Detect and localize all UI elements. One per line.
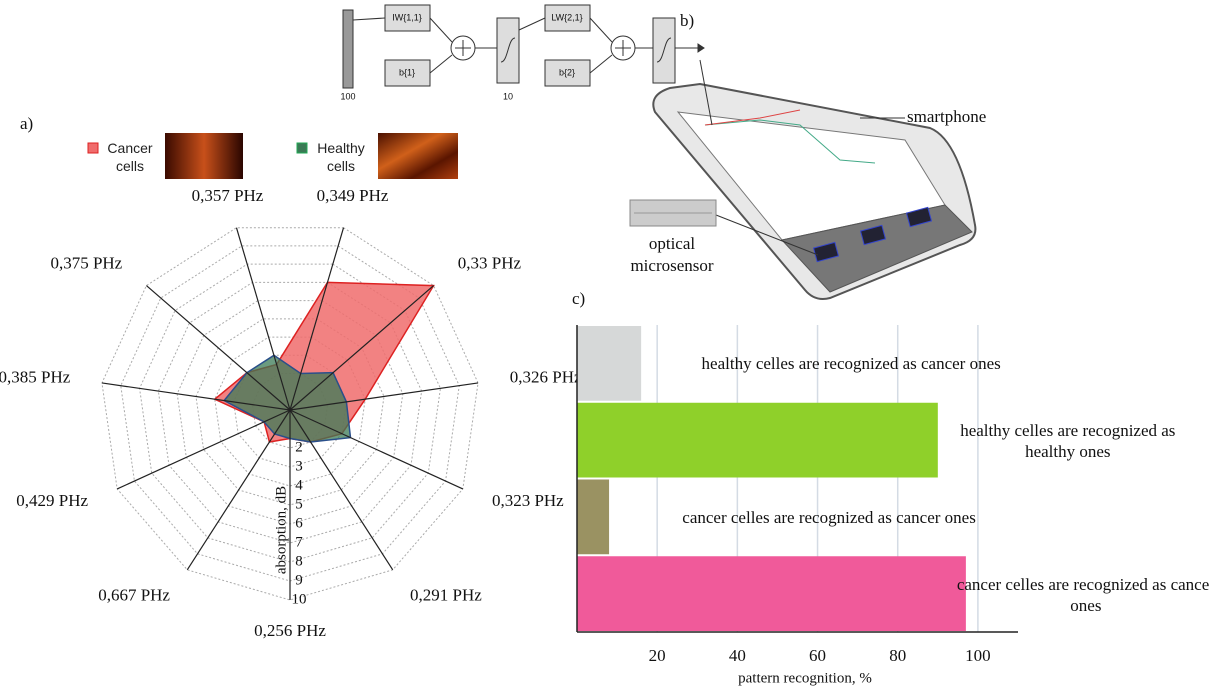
bar-label: cancer celles are recognized as cancer o… xyxy=(956,574,1209,615)
spoke xyxy=(289,409,394,571)
r-tick-label: 5 xyxy=(295,496,303,512)
panel-label: c) xyxy=(572,289,585,308)
axis-label: 0,291 PHz xyxy=(410,586,482,605)
connector xyxy=(429,17,453,43)
legend-label: Healthy cells xyxy=(317,140,365,174)
connector xyxy=(429,54,453,74)
bar-label: healthy celles are recognized as healthy… xyxy=(960,421,1176,462)
r-tick-label: 8 xyxy=(295,553,303,569)
r-tick-label: 4 xyxy=(295,477,303,493)
bar-label: cancer celles are recognized as cancer o… xyxy=(682,507,976,527)
axis-label: 0,375 PHz xyxy=(50,254,122,273)
sensor-label: optical microsensor xyxy=(630,234,714,275)
bar xyxy=(577,556,966,631)
axis-label: 0,385 PHz xyxy=(0,367,71,386)
axis-label: 0,357 PHz xyxy=(192,186,264,205)
axis-label: 0,256 PHz xyxy=(254,621,326,640)
smartphone-label: smartphone xyxy=(907,107,986,126)
bar-label: healthy celles are recognized as cancer … xyxy=(701,354,1001,374)
spoke xyxy=(235,227,291,411)
panel-label: b) xyxy=(680,11,694,30)
smartphone-drawing xyxy=(629,59,977,300)
bar xyxy=(577,479,610,555)
cancer-image xyxy=(165,133,243,179)
x-tick-label: 20 xyxy=(649,646,666,665)
spoke xyxy=(289,409,464,490)
axis-label: 0,33 PHz xyxy=(458,254,522,273)
connector xyxy=(589,54,613,74)
connector xyxy=(518,17,546,31)
connector xyxy=(352,17,386,21)
spoke xyxy=(186,409,291,571)
grid-ring xyxy=(176,300,404,525)
radar-area xyxy=(223,354,352,443)
x-axis-label: pattern recognition, % xyxy=(738,670,872,686)
axis-label: 0,429 PHz xyxy=(16,491,88,510)
input-block xyxy=(342,9,354,89)
grid-ring xyxy=(101,227,479,601)
grid-ring xyxy=(120,245,460,582)
arrow-head xyxy=(697,43,705,53)
bar xyxy=(577,326,642,401)
grid-ring xyxy=(233,354,347,468)
spoke xyxy=(116,409,291,490)
bias-label: b{2} xyxy=(559,67,575,77)
axis-label: 0,323 PHz xyxy=(492,491,564,510)
grid-ring xyxy=(139,263,441,563)
spoke xyxy=(146,285,291,411)
plus xyxy=(455,40,471,56)
connector xyxy=(589,17,613,43)
spoke xyxy=(289,227,345,411)
r-tick-label: 7 xyxy=(295,534,303,550)
axis-label: 0,326 PHz xyxy=(510,367,582,386)
healthy-image xyxy=(378,133,458,179)
r-tick-label: 2 xyxy=(295,439,303,455)
weight-label: IW{1,1} xyxy=(392,12,422,22)
weight-box xyxy=(544,4,591,32)
bar xyxy=(577,402,938,478)
r-axis-label: absorption, dB xyxy=(273,486,289,574)
legend-swatch xyxy=(296,142,308,154)
plus xyxy=(615,40,631,56)
x-tick-label: 80 xyxy=(889,646,906,665)
legend-label: Cancer cells xyxy=(107,140,153,174)
bias-label: b{1} xyxy=(399,67,415,77)
axis-label: 0,349 PHz xyxy=(317,186,389,205)
hidden-size: 10 xyxy=(503,91,513,101)
x-tick-label: 100 xyxy=(965,646,991,665)
sigmoid xyxy=(656,37,672,63)
bias-box xyxy=(544,59,591,87)
r-tick-label: 10 xyxy=(292,591,307,607)
sigmoid xyxy=(500,37,516,63)
r-tick-label: 9 xyxy=(295,572,303,588)
input-size: 100 xyxy=(340,91,355,101)
panel-label: a) xyxy=(20,114,33,133)
spoke xyxy=(289,382,479,411)
weight-label: LW{2,1} xyxy=(551,12,582,22)
r-tick-label: 3 xyxy=(295,458,303,474)
legend-swatch xyxy=(87,142,99,154)
axis-label: 0,667 PHz xyxy=(98,586,170,605)
grid-ring xyxy=(214,336,366,487)
r-tick-label: 6 xyxy=(295,515,303,531)
network-diagram xyxy=(342,4,705,89)
spoke xyxy=(289,285,434,411)
x-tick-label: 40 xyxy=(729,646,746,665)
spoke xyxy=(101,382,291,411)
x-tick-label: 60 xyxy=(809,646,826,665)
grid-ring xyxy=(157,281,423,544)
bias-box xyxy=(384,59,431,87)
